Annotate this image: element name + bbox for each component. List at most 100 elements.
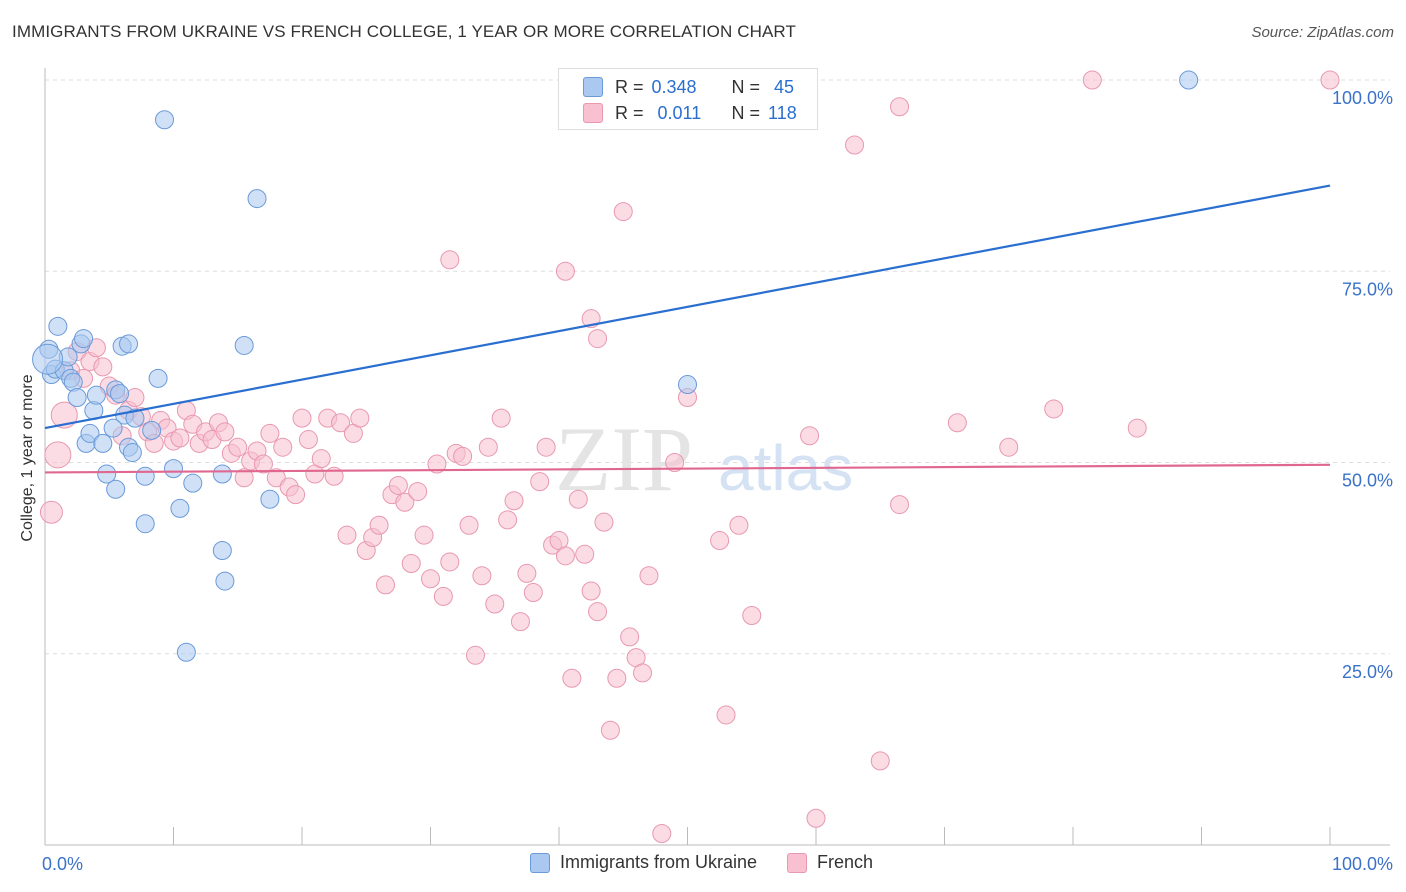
french-point [555, 546, 575, 566]
french-point [298, 430, 318, 450]
french-point [806, 808, 826, 828]
trend-lines [44, 184, 1331, 474]
french-point [485, 594, 505, 614]
french-point [215, 422, 235, 442]
source-label: Source: ZipAtlas.com [1251, 24, 1394, 41]
ukraine-point [86, 385, 106, 405]
french-point [498, 510, 518, 530]
ukraine-point [215, 571, 235, 591]
ukraine-point [260, 489, 280, 509]
french-point [253, 454, 273, 474]
x-tick-label: 0.0% [42, 854, 83, 874]
legend-item-ukraine[interactable]: Immigrants from Ukraine [530, 852, 757, 873]
ukraine-point [183, 473, 203, 493]
french-point [472, 566, 492, 586]
ukraine-point [122, 443, 142, 463]
french-point [620, 627, 640, 647]
ukraine-point [74, 329, 94, 349]
ukraine-point [106, 479, 126, 499]
french-trend-line [44, 463, 1331, 474]
french-point [588, 602, 608, 622]
r-value: 0.011 [657, 102, 702, 123]
french-point [408, 482, 428, 502]
french-point [228, 437, 248, 457]
french-point [729, 515, 749, 535]
french-point [44, 441, 72, 469]
french-swatch [583, 103, 603, 123]
french-point [600, 720, 620, 740]
r-label: R = [615, 102, 644, 123]
ukraine-point [1179, 70, 1199, 90]
ukraine-point [67, 387, 87, 407]
french-point [890, 495, 910, 515]
french-point [440, 552, 460, 572]
gridlines [45, 79, 1390, 655]
ukraine-point [212, 464, 232, 484]
legend-label-ukraine: Immigrants from Ukraine [560, 852, 758, 872]
legend-label-french: French [817, 852, 874, 872]
ukraine-point [119, 334, 139, 354]
french-point [273, 437, 293, 457]
r-label: R = [615, 76, 644, 97]
french-point [568, 489, 588, 509]
french-point [613, 202, 633, 222]
ukraine-point [170, 498, 190, 518]
french-point [581, 581, 601, 601]
french-point [710, 531, 730, 551]
french-point [337, 525, 357, 545]
french-point [350, 408, 370, 428]
french-point [50, 401, 78, 429]
french-point [292, 408, 312, 428]
french-point [376, 575, 396, 595]
chart-title: IMMIGRANTS FROM UKRAINE VS FRENCH COLLEG… [12, 22, 796, 41]
french-point [1320, 70, 1340, 90]
y-tick-label: 50.0% [1342, 471, 1393, 491]
french-point [286, 485, 306, 505]
tick-labels: 25.0% 50.0% 75.0% 100.0% 0.0% 100.0% [42, 88, 1393, 874]
french-point [395, 492, 415, 512]
french-point [633, 663, 653, 683]
french-point [478, 437, 498, 457]
french-point [588, 329, 608, 349]
n-value: 45 [774, 76, 795, 97]
y-tick-label: 100.0% [1332, 88, 1393, 108]
ukraine-point [176, 642, 196, 662]
x-tick-label: 100.0% [1332, 854, 1393, 874]
french-point [639, 566, 659, 586]
ukraine-point [97, 464, 117, 484]
french-point [800, 426, 820, 446]
french-point [459, 515, 479, 535]
ukraine-point [110, 384, 130, 404]
legend-item-french[interactable]: French [787, 852, 873, 873]
french-point [1082, 70, 1102, 90]
french-point [311, 449, 331, 469]
french-point [421, 569, 440, 589]
french-point [536, 437, 556, 457]
french-point [234, 468, 254, 488]
ukraine-point [32, 343, 64, 375]
french-point [716, 705, 736, 725]
french-point [170, 428, 190, 448]
ukraine-swatch [530, 852, 550, 873]
french-point [1044, 399, 1064, 419]
french-point [510, 612, 530, 632]
ukraine-trend-line [44, 184, 1331, 430]
french-point [331, 413, 351, 433]
french-point [742, 606, 762, 625]
french-points [39, 70, 1340, 844]
r-value: 0.348 [651, 76, 697, 97]
ukraine-points [32, 70, 1199, 662]
french-point [414, 525, 434, 545]
series-legend: Immigrants from Ukraine French [530, 852, 903, 873]
french-point [947, 413, 967, 433]
french-point [562, 668, 582, 688]
french-point [491, 408, 511, 428]
french-point [575, 544, 595, 564]
french-point [453, 446, 473, 466]
stats-row-french: R = 0.011 N = 118 [583, 101, 797, 125]
y-tick-label: 25.0% [1342, 662, 1393, 682]
ukraine-point [247, 189, 267, 209]
french-point [530, 472, 550, 492]
ukraine-point [93, 433, 113, 453]
